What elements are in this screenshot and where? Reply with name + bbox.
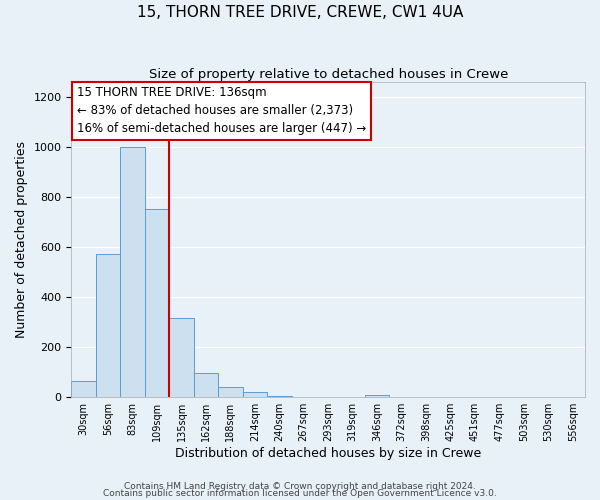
Text: Contains public sector information licensed under the Open Government Licence v3: Contains public sector information licen… [103, 490, 497, 498]
Title: Size of property relative to detached houses in Crewe: Size of property relative to detached ho… [149, 68, 508, 80]
Bar [194, 374, 218, 397]
Bar [169, 318, 194, 397]
Bar [242, 392, 267, 397]
Bar [71, 381, 96, 397]
Bar [96, 254, 121, 397]
Text: 15, THORN TREE DRIVE, CREWE, CW1 4UA: 15, THORN TREE DRIVE, CREWE, CW1 4UA [137, 5, 463, 20]
Bar [267, 396, 292, 397]
Bar [218, 387, 242, 397]
X-axis label: Distribution of detached houses by size in Crewe: Distribution of detached houses by size … [175, 447, 481, 460]
Y-axis label: Number of detached properties: Number of detached properties [15, 141, 28, 338]
Bar [145, 210, 169, 397]
Bar [365, 394, 389, 397]
Bar [121, 147, 145, 397]
Text: Contains HM Land Registry data © Crown copyright and database right 2024.: Contains HM Land Registry data © Crown c… [124, 482, 476, 491]
Text: 15 THORN TREE DRIVE: 136sqm
← 83% of detached houses are smaller (2,373)
16% of : 15 THORN TREE DRIVE: 136sqm ← 83% of det… [77, 86, 366, 136]
